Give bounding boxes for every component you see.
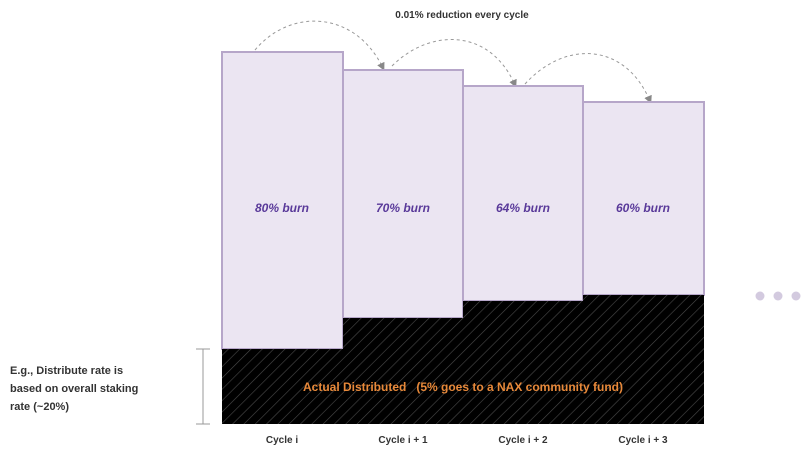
note-line-2: based on overall staking [10, 383, 138, 395]
cycle-column-3: 64% burn Cycle i + 2 [462, 85, 584, 446]
cycle-label-1: Cycle i [266, 435, 298, 446]
ellipsis-icon [755, 291, 801, 301]
note-line-1: E.g., Distribute rate is [10, 365, 123, 377]
burn-label-3: 64% burn [496, 201, 550, 215]
note-line-3: rate (~20%) [10, 401, 69, 413]
burn-block-1 [221, 51, 344, 350]
cycle-label-3: Cycle i + 2 [498, 435, 548, 446]
cycle-column-4: 60% burn Cycle i + 3 [582, 101, 705, 446]
reduction-title: 0.01% reduction every cycle [395, 10, 529, 21]
distributed-block-4 [583, 295, 704, 424]
reduction-arrow-1 [254, 20, 385, 71]
burn-block-3 [462, 85, 584, 302]
burn-label-4: 60% burn [616, 201, 670, 215]
cycle-label-2: Cycle i + 1 [378, 435, 428, 446]
distributed-block-2 [343, 318, 463, 424]
burn-block-2 [342, 69, 464, 319]
distributed-block-3 [463, 301, 583, 424]
reduction-arrows [254, 20, 652, 104]
distribute-rate-bracket [196, 348, 210, 425]
burn-label-2: 70% burn [376, 201, 430, 215]
cycle-column-2: 70% burn Cycle i + 1 [342, 69, 464, 446]
reduction-arrow-3 [524, 53, 652, 104]
distribute-rate-note: E.g., Distribute rate is based on overal… [10, 365, 138, 413]
distributed-label: Actual Distributed (5% goes to a NAX com… [303, 380, 623, 394]
reduction-arrow-2 [391, 39, 517, 88]
cycle-label-4: Cycle i + 3 [618, 435, 668, 446]
distributed-block-1 [222, 349, 343, 424]
burn-block-4 [582, 101, 705, 296]
cycle-column-1: 80% burn Cycle i [221, 51, 344, 446]
burn-label-1: 80% burn [255, 201, 309, 215]
